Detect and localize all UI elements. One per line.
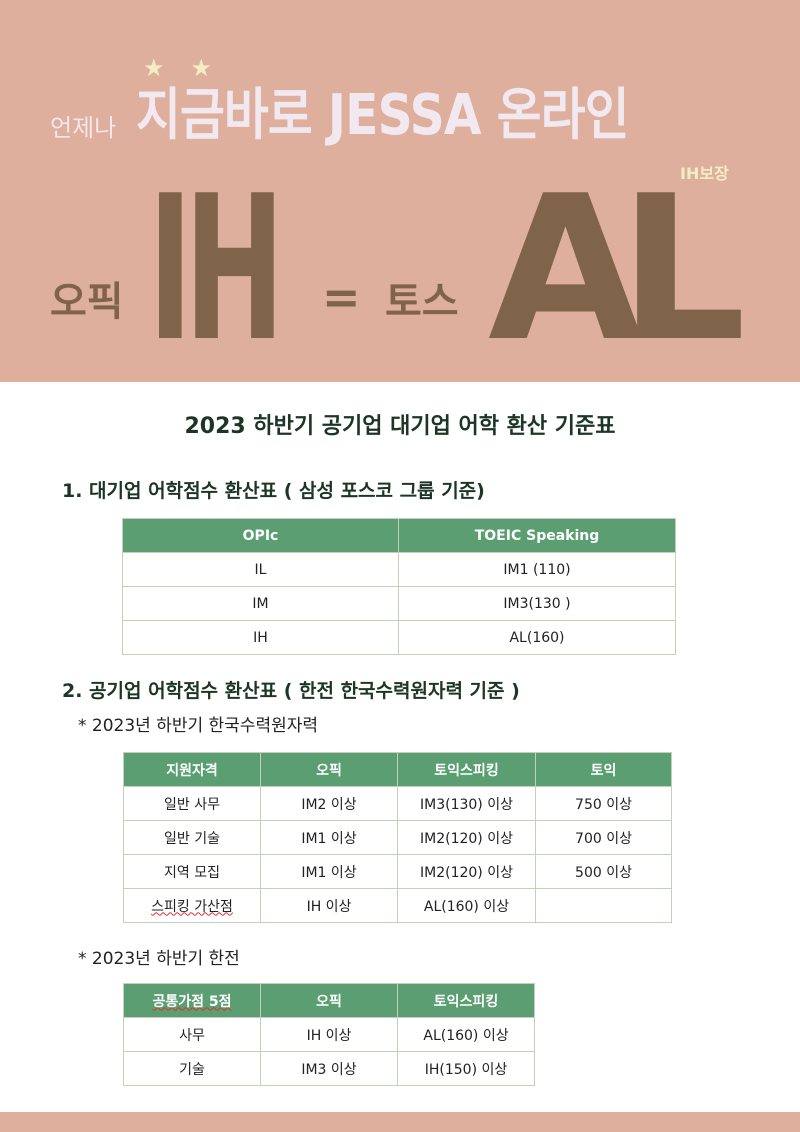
tos-grade: AL bbox=[488, 153, 746, 382]
table-header: 공통가점 5점 오픽 토익스피킹 bbox=[123, 983, 535, 1018]
cell: IM3 이상 bbox=[260, 1051, 398, 1086]
cell bbox=[535, 888, 672, 923]
stars-icon: ★★ bbox=[143, 54, 239, 82]
banner: ★★ 언제나 지금바로 JESSA 온라인 IH보장 오픽 IH = 토스 AL bbox=[0, 0, 800, 382]
header-cell: 토익 bbox=[535, 752, 672, 787]
cell-text: 스피킹 가산점 bbox=[151, 898, 233, 915]
header-cell: OPIc bbox=[122, 518, 399, 553]
opic-label: 오픽 bbox=[50, 279, 124, 325]
cell: AL(160) 이상 bbox=[397, 1017, 535, 1052]
table-row: 스피킹 가산점 IH 이상 AL(160) 이상 bbox=[123, 888, 672, 923]
opic-grade: IH bbox=[148, 153, 285, 382]
table-row: 지역 모집 IM1 이상 IM2(120) 이상 500 이상 bbox=[123, 854, 672, 889]
table-header: OPIc TOEIC Speaking bbox=[122, 518, 676, 553]
footer-strip bbox=[0, 1112, 800, 1132]
cell: 스피킹 가산점 bbox=[123, 888, 261, 923]
cell: IH(150) 이상 bbox=[397, 1051, 535, 1086]
section2-heading: 2. 공기업 어학점수 환산표 ( 한전 한국수력원자력 기준 ) bbox=[62, 680, 520, 702]
header-text: 공통가점 5점 bbox=[152, 993, 232, 1010]
cell: 500 이상 bbox=[535, 854, 672, 889]
subheading-kepco: * 2023년 하반기 한전 bbox=[78, 949, 240, 969]
cell: 일반 기술 bbox=[123, 820, 261, 855]
cell: 일반 사무 bbox=[123, 786, 261, 821]
header-cell: 공통가점 5점 bbox=[123, 983, 261, 1018]
cell: IM1 이상 bbox=[260, 854, 398, 889]
cell: AL(160) bbox=[398, 620, 676, 655]
table-row: 일반 기술 IM1 이상 IM2(120) 이상 700 이상 bbox=[123, 820, 672, 855]
cell: 기술 bbox=[123, 1051, 261, 1086]
cell: IM2(120) 이상 bbox=[397, 854, 536, 889]
table-row: 일반 사무 IM2 이상 IM3(130) 이상 750 이상 bbox=[123, 786, 672, 821]
table-row: IL IM1 (110) bbox=[122, 552, 676, 587]
header-cell: 토익스피킹 bbox=[397, 752, 536, 787]
cell: 700 이상 bbox=[535, 820, 672, 855]
cell: IM1 이상 bbox=[260, 820, 398, 855]
table-kepco: 공통가점 5점 오픽 토익스피킹 사무 IH 이상 AL(160) 이상 기술 IM3 이… bbox=[123, 983, 535, 1086]
cell: IH 이상 bbox=[260, 1017, 398, 1052]
cell: 사무 bbox=[123, 1017, 261, 1052]
table-row: 사무 IH 이상 AL(160) 이상 bbox=[123, 1017, 535, 1052]
banner-headline: 지금바로 JESSA 온라인 bbox=[136, 83, 629, 148]
equals-sign: = bbox=[322, 270, 361, 324]
cell: 750 이상 bbox=[535, 786, 672, 821]
tos-label: 토스 bbox=[385, 279, 459, 325]
cell: 지역 모집 bbox=[123, 854, 261, 889]
cell: AL(160) 이상 bbox=[397, 888, 536, 923]
cell: IM3(130) 이상 bbox=[397, 786, 536, 821]
subheading-khnp: * 2023년 하반기 한국수력원자력 bbox=[78, 716, 319, 736]
cell: IL bbox=[122, 552, 399, 587]
table-row: IH AL(160) bbox=[122, 620, 676, 655]
table-header: 지원자격 오픽 토익스피킹 토익 bbox=[123, 752, 672, 787]
table-large-companies: OPIc TOEIC Speaking IL IM1 (110) IM IM3(130… bbox=[122, 518, 676, 655]
cell: IH 이상 bbox=[260, 888, 398, 923]
header-cell: TOEIC Speaking bbox=[398, 518, 676, 553]
header-cell: 오픽 bbox=[260, 983, 398, 1018]
header-cell: 지원자격 bbox=[123, 752, 261, 787]
banner-prefix: 언제나 bbox=[50, 114, 117, 142]
cell: IM2(120) 이상 bbox=[397, 820, 536, 855]
cell: IM3(130 ) bbox=[398, 586, 676, 621]
header-cell: 토익스피킹 bbox=[397, 983, 535, 1018]
cell: IM2 이상 bbox=[260, 786, 398, 821]
page-title: 2023 하반기 공기업 대기업 어학 환산 기준표 bbox=[184, 414, 616, 439]
cell: IM1 (110) bbox=[398, 552, 676, 587]
section1-heading: 1. 대기업 어학점수 환산표 ( 삼성 포스코 그룹 기준) bbox=[62, 480, 485, 502]
cell: IM bbox=[122, 586, 399, 621]
header-cell: 오픽 bbox=[260, 752, 398, 787]
table-khnp: 지원자격 오픽 토익스피킹 토익 일반 사무 IM2 이상 IM3(130) 이상 750 … bbox=[123, 752, 672, 923]
table-row: IM IM3(130 ) bbox=[122, 586, 676, 621]
cell: IH bbox=[122, 620, 399, 655]
table-row: 기술 IM3 이상 IH(150) 이상 bbox=[123, 1051, 535, 1086]
banner-badge: IH보장 bbox=[680, 164, 729, 183]
